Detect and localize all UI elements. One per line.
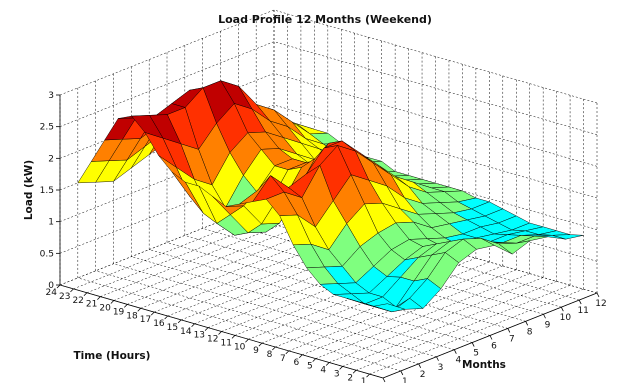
y-tick-label: 23 [59, 292, 70, 302]
x-tick-mark [453, 349, 457, 354]
y-tick-mark [352, 369, 357, 374]
surface-patch [373, 303, 406, 313]
y-tick-label: 13 [194, 331, 205, 341]
y-tick-label: 9 [253, 346, 259, 356]
side-wall-grid-line [273, 9, 598, 104]
y-tick-mark [245, 338, 249, 343]
x-tick-label: 11 [577, 306, 588, 316]
x-tick-label: 3 [438, 363, 444, 373]
z-tick-label: 0 [48, 281, 54, 291]
x-tick-mark [507, 328, 511, 333]
x-axis-label: Months [462, 359, 506, 371]
z-tick-label: 0.5 [40, 249, 54, 259]
x-tick-label: 10 [560, 313, 572, 323]
y-tick-label: 5 [307, 362, 313, 372]
y-tick-label: 2 [347, 373, 353, 383]
y-tick-label: 18 [126, 311, 138, 321]
x-tick-mark [596, 292, 600, 298]
y-tick-mark [258, 342, 263, 347]
z-tick-label: 3 [48, 91, 54, 101]
x-tick-label: 7 [509, 334, 515, 344]
y-tick-mark [272, 346, 276, 351]
x-tick-mark [418, 363, 422, 369]
y-tick-mark [339, 366, 343, 370]
y-tick-label: 4 [320, 366, 326, 376]
y-tick-mark [137, 307, 142, 312]
y-tick-mark [124, 304, 128, 308]
y-tick-mark [325, 362, 330, 366]
floor-grid-line [100, 211, 315, 297]
y-tick-mark [204, 327, 209, 331]
y-tick-mark [83, 292, 88, 297]
y-tick-mark [150, 311, 155, 316]
y-tick-label: 24 [46, 288, 58, 298]
x-tick-label: 6 [491, 342, 497, 352]
z-tick-label: 1 [48, 218, 54, 228]
x-tick-label: 2 [420, 370, 426, 380]
x-tick-label: 9 [545, 320, 551, 330]
side-wall-grid-line [273, 73, 598, 167]
y-tick-mark [366, 373, 370, 378]
z-axis-label: Load (kW) [23, 160, 35, 220]
y-tick-label: 21 [86, 300, 97, 310]
y-tick-label: 12 [207, 335, 218, 345]
x-tick-mark [382, 377, 386, 383]
x-tick-label: 5 [473, 349, 479, 359]
y-tick-label: 3 [334, 369, 340, 379]
y-tick-mark [110, 300, 115, 304]
floor-grid-line [77, 277, 401, 372]
y-tick-mark [218, 331, 222, 335]
x-tick-mark [543, 314, 546, 319]
y-tick-mark [191, 323, 195, 328]
y-axis-label: Time (Hours) [74, 350, 151, 362]
x-tick-label: 12 [595, 299, 606, 309]
y-tick-label: 22 [72, 296, 83, 306]
z-tick-label: 2.5 [40, 123, 54, 133]
y-tick-mark [56, 284, 61, 289]
y-tick-mark [312, 358, 316, 362]
x-tick-mark [560, 306, 564, 312]
y-tick-mark [97, 296, 101, 300]
y-tick-mark [231, 335, 236, 339]
x-tick-label: 1 [402, 377, 408, 383]
x-tick-mark [436, 356, 439, 361]
tick-layer: 00.511.522.53012345678910111212345678910… [40, 91, 607, 383]
x-tick-label: 4 [455, 356, 461, 366]
y-tick-label: 6 [294, 358, 300, 368]
y-tick-label: 19 [113, 307, 125, 317]
y-tick-label: 15 [167, 323, 178, 333]
y-tick-label: 14 [180, 327, 192, 337]
y-tick-mark [177, 319, 182, 324]
y-tick-label: 17 [140, 315, 151, 325]
x-tick-mark [400, 370, 404, 376]
y-tick-label: 8 [267, 350, 273, 360]
x-tick-mark [578, 299, 582, 305]
y-tick-label: 20 [99, 304, 111, 314]
y-tick-mark [164, 315, 168, 320]
y-tick-mark [70, 288, 74, 293]
x-tick-mark [525, 321, 529, 326]
floor-grid-line [95, 270, 419, 365]
z-tick-label: 2 [48, 154, 54, 164]
x-tick-label: 8 [527, 327, 533, 337]
y-tick-label: 7 [280, 354, 286, 364]
y-tick-label: 11 [221, 338, 232, 348]
z-tick-label: 1.5 [40, 186, 54, 196]
x-tick-mark [489, 335, 493, 340]
chart-title: Load Profile 12 Months (Weekend) [218, 13, 432, 26]
y-tick-mark [285, 350, 290, 355]
side-wall-grid-line [273, 104, 598, 199]
y-tick-mark [298, 354, 303, 359]
y-tick-label: 1 [361, 377, 367, 383]
floor-grid-line [149, 249, 473, 343]
side-wall-grid-line [273, 41, 598, 135]
x-tick-mark [471, 342, 475, 347]
y-tick-label: 16 [153, 319, 165, 329]
y-tick-label: 10 [234, 342, 246, 352]
surface-layer [77, 80, 584, 313]
